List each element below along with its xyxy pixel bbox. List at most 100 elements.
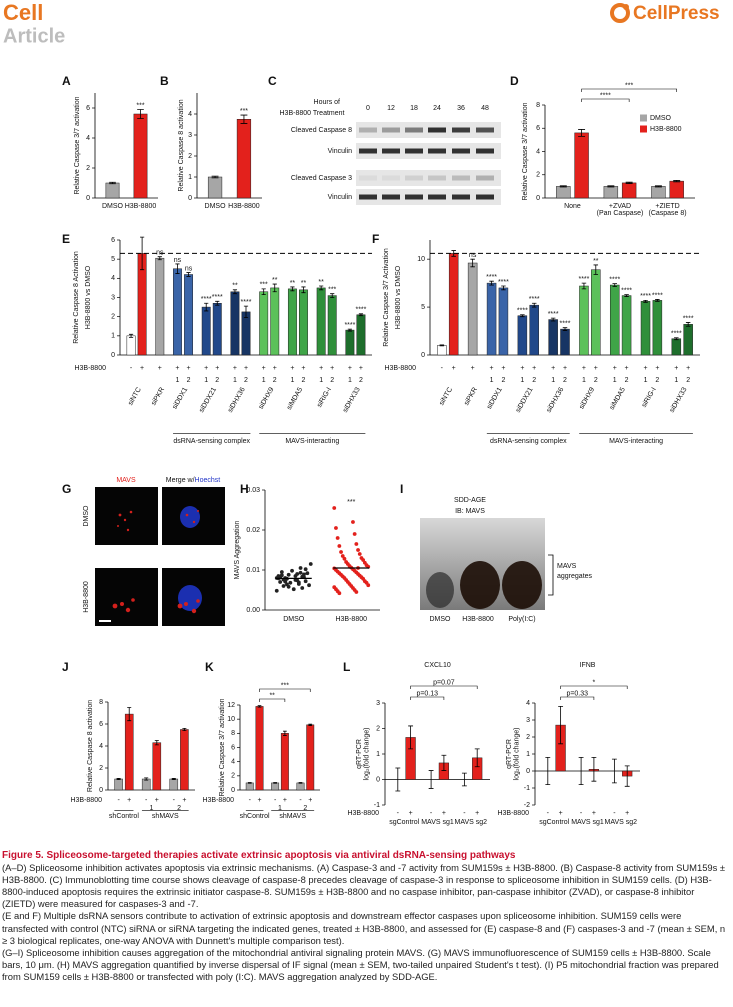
error-bar — [501, 285, 506, 291]
significance: ** — [301, 280, 307, 287]
blot-row-label: Vinculin — [328, 148, 352, 155]
blot-band — [382, 194, 400, 200]
error-bar — [474, 748, 480, 768]
treatment: - — [463, 810, 466, 817]
treatment: - — [547, 810, 550, 817]
y-tick-label: -2 — [524, 802, 530, 809]
bar — [201, 306, 211, 356]
data-point — [337, 544, 342, 548]
bar — [236, 119, 252, 199]
blot-row-label: Vinculin — [328, 194, 352, 201]
bar — [574, 132, 589, 199]
blot-band — [452, 127, 470, 133]
bar — [579, 285, 589, 356]
lane-label: 36 — [457, 105, 465, 112]
treatment: + — [215, 365, 219, 372]
significance: ns — [469, 252, 477, 259]
blot-row-label: Cleaved Caspase 8 — [291, 127, 352, 134]
bar — [316, 287, 326, 356]
treatment-label: H3B-8800 — [497, 810, 529, 817]
blot-image — [420, 518, 554, 610]
y-tick-label: 2 — [86, 165, 90, 172]
y-tick-label: 0 — [421, 352, 425, 359]
comparison-bracket — [581, 88, 678, 92]
group-note: (Pan Caspase) — [597, 210, 644, 217]
treatment: + — [686, 365, 690, 372]
treatment: + — [290, 365, 294, 372]
comparison-bracket — [581, 98, 630, 102]
panel-label: D — [510, 74, 519, 88]
comparison-bracket — [410, 696, 445, 700]
bar — [133, 113, 148, 199]
error-bar — [470, 258, 475, 268]
error-bar — [116, 778, 121, 780]
stain-label: MAVS — [116, 477, 136, 484]
error-bar — [545, 757, 551, 785]
y-tick-label: 2 — [376, 725, 380, 732]
data-point — [302, 572, 306, 577]
treatment: + — [175, 365, 179, 372]
blot-band — [359, 175, 377, 181]
error-bar — [578, 757, 584, 785]
y-axis-label: H3B-8800 vs DMSO — [395, 265, 402, 329]
blot-band — [476, 175, 494, 181]
significance: **** — [529, 296, 540, 303]
bar — [212, 303, 222, 356]
bar — [437, 345, 447, 356]
significance: **** — [486, 274, 497, 281]
sub-label: 2 — [359, 377, 363, 384]
data-point — [339, 550, 343, 554]
y-axis-label: qRT-PCR — [356, 739, 363, 769]
bar — [548, 319, 558, 356]
blot-band — [476, 148, 494, 154]
data-point — [334, 526, 338, 530]
treatment: + — [319, 365, 323, 372]
row-label: H3B-8800 — [83, 581, 90, 613]
group-label: None — [564, 203, 581, 210]
caption-paragraph: (E and F) Multiple dsRNA sensors contrib… — [2, 910, 726, 946]
error-bar — [171, 778, 176, 780]
blot-band — [359, 148, 377, 154]
error-bar — [558, 706, 564, 745]
group-label: 1 — [278, 805, 282, 812]
y-tick-label: 3 — [188, 132, 192, 139]
y-tick-label: 0 — [231, 787, 235, 794]
lane-label: DMSO — [430, 616, 452, 623]
group-label: +ZVAD — [609, 203, 631, 210]
data-point — [288, 580, 293, 585]
treatment: - — [274, 797, 277, 804]
data-point — [308, 562, 313, 566]
data-point — [307, 583, 311, 588]
significance: **** — [578, 276, 589, 283]
section-label: dsRNA-sensing complex — [490, 438, 567, 445]
treatment: - — [145, 797, 148, 804]
sub-label: 2 — [215, 377, 219, 384]
significance: ** — [232, 283, 238, 290]
error-bar — [581, 282, 587, 290]
group-label: siNTC — [127, 386, 143, 406]
significance: **** — [517, 308, 528, 315]
sub-label: 1 — [613, 377, 617, 384]
panel-label: B — [160, 74, 169, 88]
bar — [356, 314, 366, 356]
treatment-label: H3B-8800 — [74, 365, 106, 372]
sub-label: 2 — [501, 377, 505, 384]
y-tick-label: 3 — [376, 700, 380, 707]
bar — [467, 262, 478, 356]
blot-band — [452, 175, 470, 181]
sub-label: 2 — [625, 377, 629, 384]
y-tick-label: 1 — [111, 333, 115, 340]
y-axis-label: Relative Caspase 8 Activation — [73, 251, 80, 344]
treatment: + — [244, 365, 248, 372]
bar — [651, 186, 666, 199]
group-label: MAVS sg2 — [605, 819, 638, 826]
group-label: siMDA5 — [286, 386, 304, 411]
error-bar — [243, 305, 249, 319]
treatment: + — [655, 365, 659, 372]
bar — [621, 295, 632, 356]
comparison-bracket — [259, 688, 311, 692]
treatment: - — [441, 365, 444, 372]
significance: **** — [621, 287, 632, 294]
error-bar — [319, 285, 324, 291]
error-bar — [330, 293, 335, 298]
